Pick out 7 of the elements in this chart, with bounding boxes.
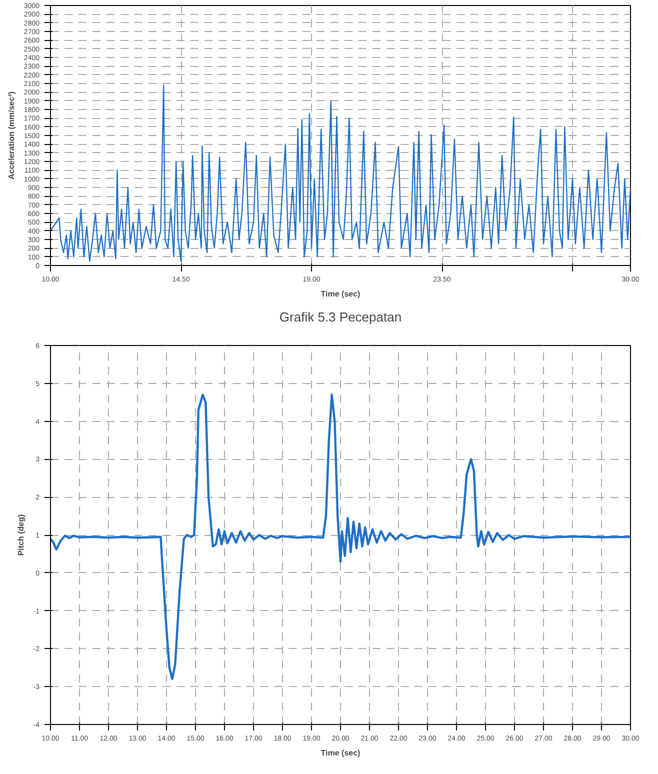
y-axis-title: Pitch (deg): [16, 514, 26, 556]
line-series: [50, 84, 630, 262]
x-axis-title: Time (sec): [320, 290, 361, 298]
y-axis-title: Acceleration (mm/sec²): [6, 91, 16, 180]
x-axis-title: Time (sec): [320, 748, 361, 758]
line-series: [50, 394, 630, 680]
text: Grafik 5.3 Pecepatan: [279, 310, 402, 324]
